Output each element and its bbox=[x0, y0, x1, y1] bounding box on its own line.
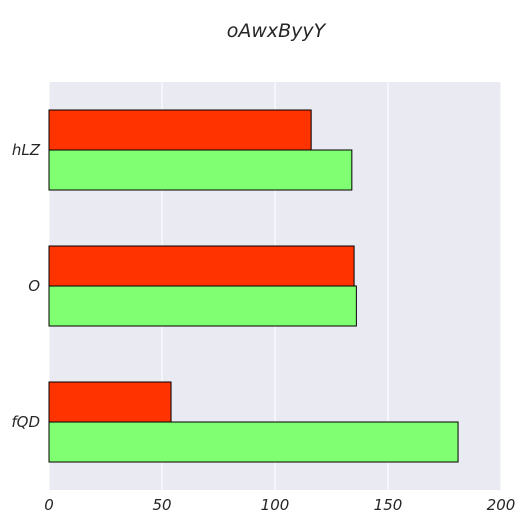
bar-hLZ-series-1 bbox=[48, 149, 353, 191]
bar-O-series-2 bbox=[48, 245, 355, 287]
bar-hLZ-series-2 bbox=[48, 109, 312, 151]
x-tick-labels: 0 50 100 150 200 bbox=[44, 496, 515, 514]
bar-O-series-1 bbox=[48, 285, 357, 327]
bar-fQD-series-2 bbox=[48, 381, 172, 423]
x-tick-label: 50 bbox=[152, 496, 171, 514]
x-tick-label: 100 bbox=[261, 496, 290, 514]
chart-title: oAwxByyY bbox=[227, 20, 327, 42]
y-tick-label: fQD bbox=[11, 413, 40, 431]
x-tick-label: 0 bbox=[44, 496, 54, 514]
y-tick-label: O bbox=[28, 277, 40, 295]
x-tick-label: 200 bbox=[487, 496, 516, 514]
x-tick-label: 150 bbox=[374, 496, 403, 514]
bar-fQD-series-1 bbox=[48, 421, 459, 463]
bars bbox=[48, 109, 459, 463]
y-tick-label: hLZ bbox=[12, 141, 41, 159]
